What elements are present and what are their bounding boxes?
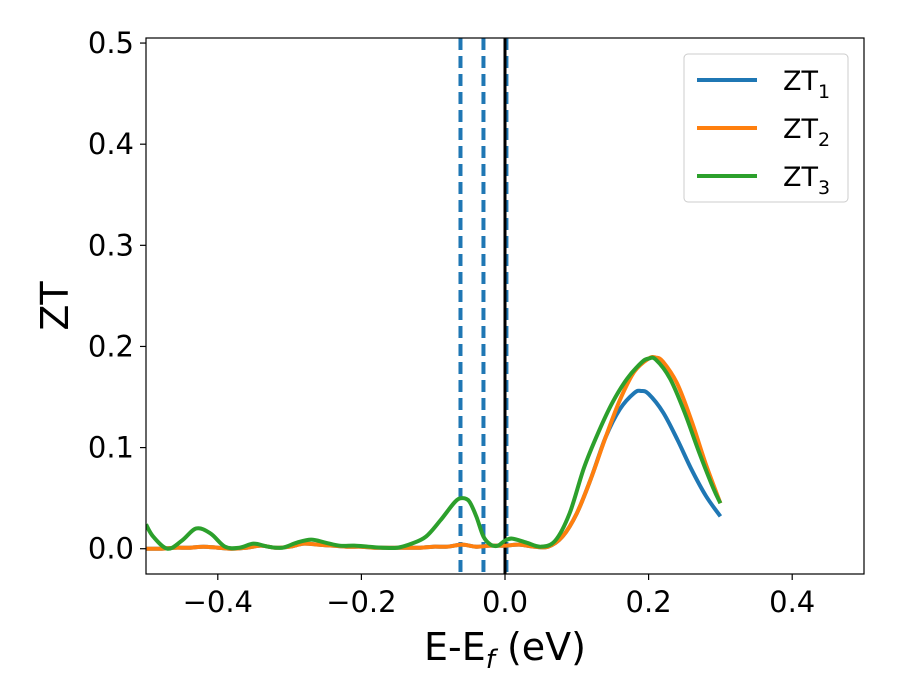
y-tick-label: 0.5 xyxy=(88,26,134,60)
x-axis-title-main: E-E xyxy=(424,625,486,669)
x-tick-label: −0.2 xyxy=(326,585,396,619)
x-axis: −0.4 −0.2 0.0 0.2 0.4 xyxy=(183,574,815,619)
reference-lines xyxy=(458,38,509,574)
x-tick-label: 0.0 xyxy=(482,585,528,619)
y-tick-label: 0.2 xyxy=(88,329,134,363)
y-axis: 0.0 0.1 0.2 0.3 0.4 0.5 xyxy=(88,26,146,566)
y-axis-title: ZT xyxy=(33,281,77,331)
y-tick-label: 0.3 xyxy=(88,228,134,262)
series-line-zt3 xyxy=(146,355,723,551)
legend-label-zt1: ZT1 xyxy=(783,66,830,103)
legend: ZT1 ZT2 ZT3 xyxy=(683,53,849,203)
legend-label-zt3: ZT3 xyxy=(783,162,830,199)
legend-box xyxy=(683,53,849,203)
x-axis-title: E-Ef (eV) xyxy=(424,625,586,675)
series-lines xyxy=(146,355,723,551)
x-tick-label: −0.4 xyxy=(183,585,253,619)
x-tick-label: 0.2 xyxy=(626,585,672,619)
x-tick-label: 0.4 xyxy=(769,585,815,619)
y-tick-label: 0.1 xyxy=(88,431,134,465)
y-tick-label: 0.0 xyxy=(88,532,134,566)
y-tick-label: 0.4 xyxy=(88,127,134,161)
legend-label-zt2: ZT2 xyxy=(783,114,830,151)
x-axis-title-unit: (eV) xyxy=(495,625,586,669)
